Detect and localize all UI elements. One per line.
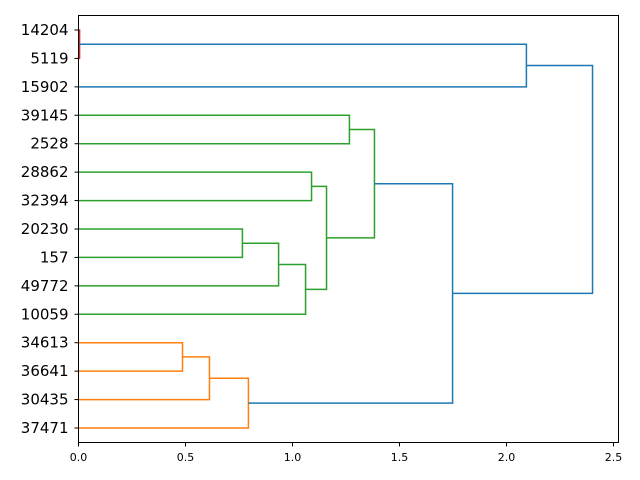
leaf-label: 5119 [30, 49, 68, 67]
dendrogram-link [78, 356, 211, 401]
leaf-label: 34613 [21, 334, 69, 352]
dendrogram-links [78, 29, 594, 429]
leaf-labels: 14204 5119 15902 39145 2528 28862 32394 20230 15… [21, 21, 79, 437]
leaf-label: 39145 [21, 106, 69, 124]
leaf-label: 14204 [21, 21, 69, 39]
leaf-label: 157 [40, 248, 69, 266]
x-tick-label: 0.0 [70, 451, 88, 464]
x-tick-label: 2.0 [498, 451, 516, 464]
dendrogram-link [452, 64, 594, 295]
dendrogram-link [78, 114, 351, 145]
dendrogram-link [248, 182, 454, 404]
x-tick-label: 0.5 [177, 451, 195, 464]
x-axis-ticks: 0.0 0.5 1.0 1.5 2.0 2.5 [70, 442, 623, 464]
leaf-label: 20230 [21, 220, 69, 238]
leaf-label: 49772 [21, 277, 69, 295]
leaf-label: 28862 [21, 163, 69, 181]
leaf-label: 36641 [21, 362, 69, 380]
leaf-label: 32394 [21, 192, 69, 210]
leaf-label: 37471 [21, 419, 69, 437]
dendrogram-link [78, 43, 528, 88]
x-tick-label: 1.0 [284, 451, 302, 464]
leaf-label: 30435 [21, 391, 69, 409]
x-tick-label: 2.5 [605, 451, 623, 464]
dendrogram-link [78, 242, 280, 287]
dendrogram-link [305, 185, 328, 291]
dendrogram-link [78, 377, 250, 429]
leaf-label: 10059 [21, 305, 69, 323]
x-tick-label: 1.5 [391, 451, 409, 464]
dendrogram-link [78, 171, 313, 202]
leaf-label: 2528 [30, 135, 68, 153]
dendrogram-link [78, 228, 244, 259]
dendrogram-link [326, 128, 376, 239]
dendrogram-link [78, 263, 307, 316]
leaf-label: 15902 [21, 78, 69, 96]
dendrogram-link [78, 341, 184, 372]
